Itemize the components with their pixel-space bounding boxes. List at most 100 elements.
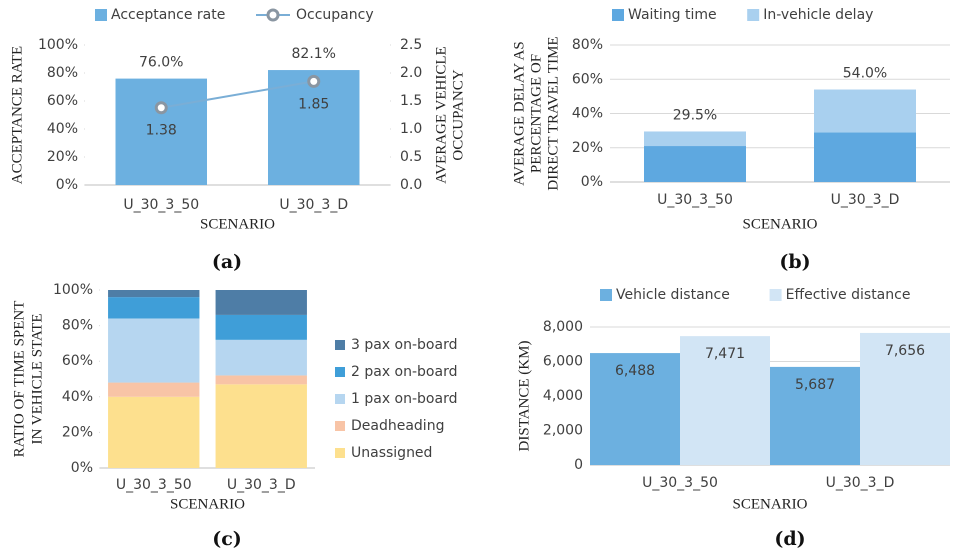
y-tick-label: 0% [56, 177, 78, 193]
value-label: 5,687 [795, 377, 835, 393]
y2-tick-label: 2.5 [400, 37, 422, 53]
legend-label: Waiting time [628, 7, 717, 23]
value-label: 1.85 [298, 96, 329, 112]
legend-label: Deadheading [351, 418, 444, 434]
bar [115, 78, 207, 185]
y2-axis-title: OCCUPANCY [450, 69, 466, 160]
legend-swatch [335, 340, 345, 350]
y-axis-title: DIRECT TRAVEL TIME [545, 36, 561, 190]
y-tick-label: 80% [62, 318, 93, 334]
caption: (a) [212, 251, 242, 273]
y2-tick-label: 0.0 [400, 177, 422, 193]
bar [770, 366, 860, 465]
legend-swatch [335, 421, 345, 431]
legend-swatch [95, 9, 107, 21]
x-axis-title: SCENARIO [170, 496, 245, 512]
legend-label: 2 pax on-board [351, 364, 457, 380]
legend-swatch [266, 8, 280, 22]
x-axis-title: SCENARIO [742, 216, 817, 232]
x-tick-label: U_30_3_50 [123, 197, 199, 213]
caption: (b) [779, 251, 810, 273]
bar [268, 70, 360, 185]
bar-segment [814, 89, 916, 133]
y-tick-label: 0% [581, 174, 603, 190]
legend-swatch [747, 9, 760, 21]
y2-tick-label: 2.0 [400, 65, 422, 81]
legend-label: 1 pax on-board [351, 391, 457, 407]
x-tick-label: U_30_3_50 [642, 475, 718, 491]
total-label: 54.0% [843, 66, 887, 82]
legend-label: Vehicle distance [616, 287, 730, 303]
bar-segment [215, 375, 307, 385]
legend-label: Unassigned [351, 445, 432, 461]
y-tick-label: 20% [62, 424, 93, 440]
y2-axis-title: AVERAGE VEHICLE [433, 46, 449, 183]
bar [860, 332, 950, 465]
bar-segment [644, 146, 746, 182]
y-tick-label: 100% [53, 282, 93, 298]
y-axis-title: DISTANCE (KM) [516, 341, 532, 452]
y-tick-label: 40% [572, 106, 603, 122]
bar-segment [215, 314, 307, 340]
y-tick-label: 40% [62, 389, 93, 405]
y-tick-label: 60% [62, 353, 93, 369]
value-label: 1.38 [146, 123, 177, 139]
x-tick-label: U_30_3_D [826, 475, 895, 491]
value-label: 7,471 [705, 346, 745, 362]
legend-swatch [335, 448, 345, 458]
marker [307, 74, 321, 88]
y-tick-label: 100% [38, 37, 78, 53]
x-tick-label: U_30_3_50 [657, 192, 733, 208]
y-axis-title: ACCEPTANCE RATE [9, 46, 25, 184]
x-tick-label: U_30_3_D [227, 477, 296, 493]
y-tick-label: 4,000 [543, 388, 583, 404]
y2-tick-label: 1.5 [400, 93, 422, 109]
value-label: 7,656 [885, 343, 925, 359]
total-label: 29.5% [673, 107, 717, 123]
x-tick-label: U_30_3_D [279, 197, 348, 213]
bar-segment [108, 297, 200, 319]
caption: (d) [774, 528, 805, 550]
y-tick-label: 60% [47, 93, 78, 109]
bar-segment [215, 339, 307, 376]
line [161, 80, 314, 109]
bar [680, 336, 770, 465]
legend-swatch [612, 9, 624, 21]
y-tick-label: 0 [574, 457, 583, 473]
x-tick-label: U_30_3_D [831, 192, 900, 208]
bar-segment [215, 290, 307, 315]
y-tick-label: 8,000 [543, 319, 583, 335]
y-tick-label: 0% [71, 460, 93, 476]
x-tick-label: U_30_3_50 [116, 477, 192, 493]
bar-segment [644, 131, 746, 147]
y-axis-title: RATIO OF TIME SPENT [11, 301, 27, 458]
legend-swatch [600, 289, 612, 301]
legend-swatch [769, 289, 782, 301]
y-tick-label: 2,000 [543, 423, 583, 439]
y2-tick-label: 1.0 [400, 121, 422, 137]
bar-segment [108, 382, 200, 397]
bar-segment [215, 384, 307, 468]
bar-segment [108, 290, 200, 298]
bar-segment [108, 318, 200, 383]
bar-segment [814, 132, 916, 182]
y2-tick-label: 0.5 [400, 149, 422, 165]
y-tick-label: 80% [572, 37, 603, 53]
y-tick-label: 6,000 [543, 354, 583, 370]
legend-swatch [335, 394, 345, 404]
legend-label: 3 pax on-board [351, 337, 457, 353]
y-tick-label: 60% [572, 71, 603, 87]
legend-label: Acceptance rate [111, 7, 225, 23]
legend-swatch [335, 367, 345, 377]
value-label: 6,488 [615, 363, 655, 379]
value-label: 76.0% [139, 55, 183, 71]
x-axis-title: SCENARIO [732, 496, 807, 512]
y-tick-label: 20% [47, 149, 78, 165]
y-axis-title: PERCENTAGE OF [528, 54, 544, 173]
y-axis-title: IN VEHICLE STATE [29, 313, 45, 444]
bar-segment [108, 396, 200, 468]
y-tick-label: 80% [47, 65, 78, 81]
value-label: 82.1% [292, 46, 336, 62]
bar [590, 353, 680, 465]
legend-label: In-vehicle delay [763, 7, 873, 23]
